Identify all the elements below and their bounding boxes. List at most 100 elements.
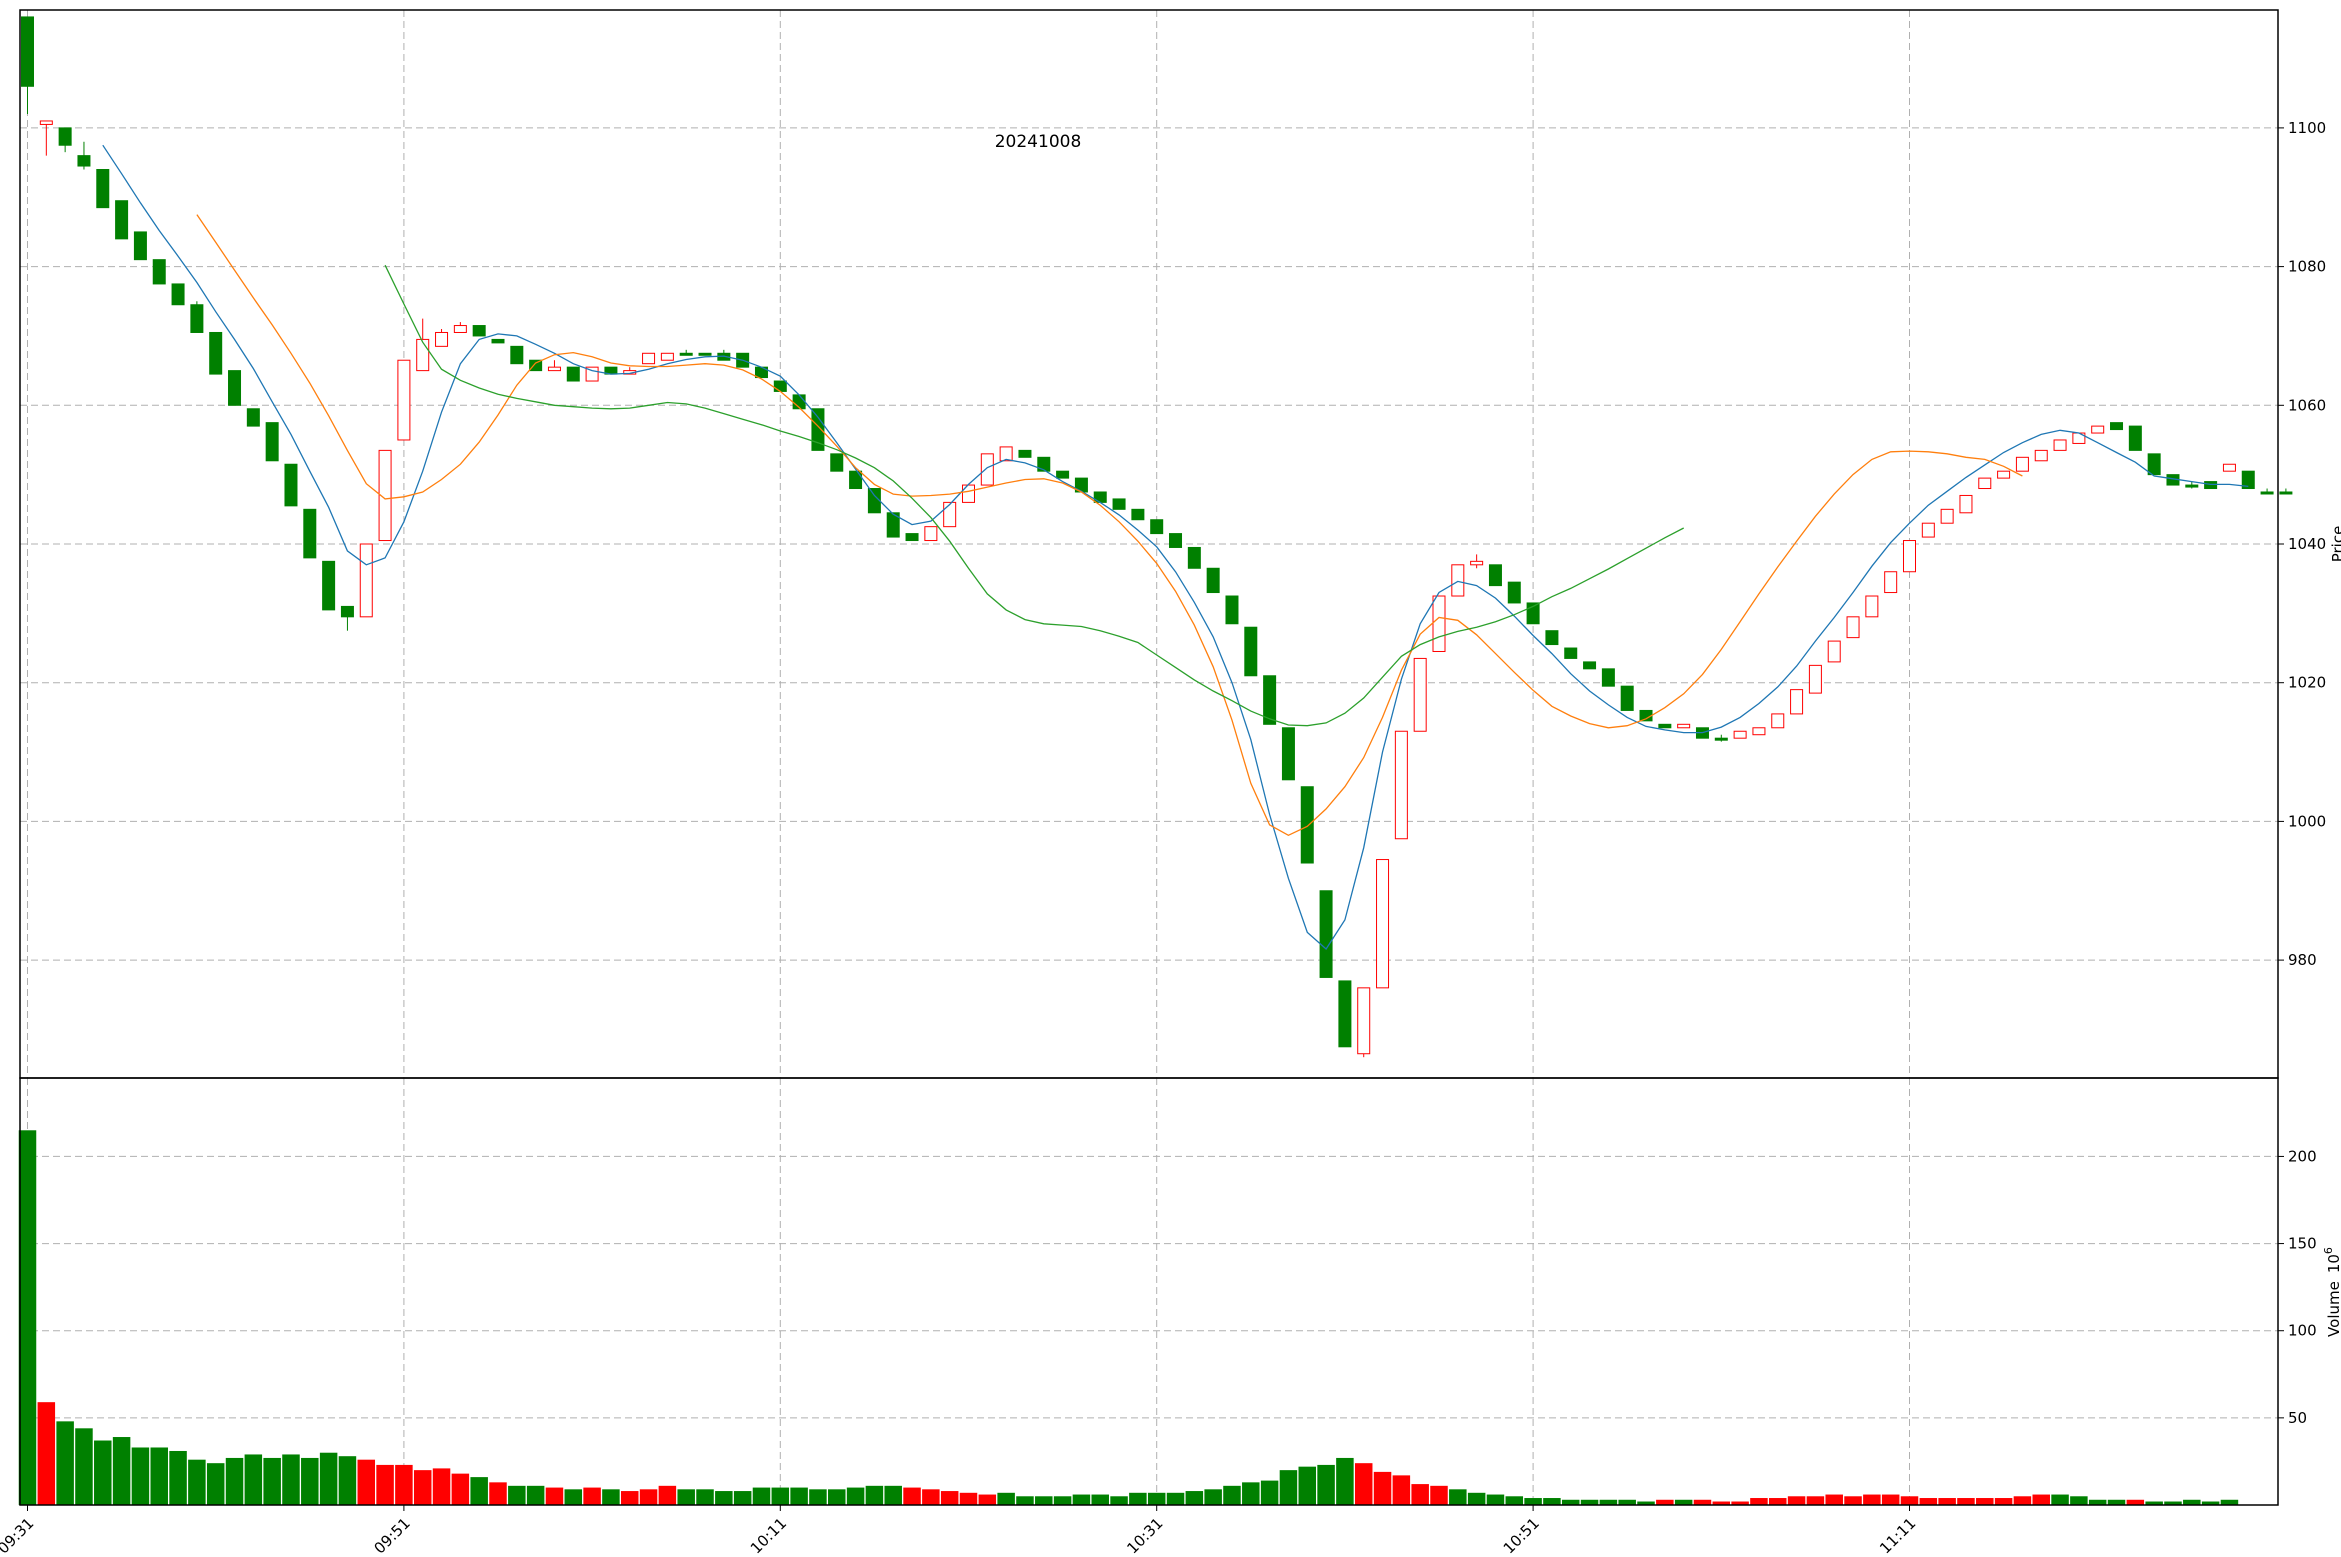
- candle: [1601, 668, 1615, 687]
- candle: [265, 422, 279, 462]
- time-tick-label: 09:31: [0, 1514, 37, 1557]
- candle: [962, 484, 975, 503]
- candle: [886, 512, 900, 538]
- candle: [698, 352, 712, 356]
- candle-body: [1903, 540, 1916, 573]
- moving-average-lines: [102, 144, 2249, 950]
- volume-bar: [1561, 1499, 1580, 1505]
- candle-body: [679, 352, 693, 356]
- volume-bar: [978, 1494, 997, 1505]
- candle-body: [1150, 519, 1164, 535]
- candle: [1507, 581, 1521, 604]
- volume-bar: [1110, 1496, 1128, 1505]
- volume-axis-label-name: Volume: [2325, 1281, 2341, 1337]
- candle: [1338, 980, 1352, 1048]
- volume-bar: [1298, 1466, 1317, 1505]
- candle: [1752, 727, 1766, 736]
- candle: [340, 605, 354, 631]
- volume-bar: [1411, 1484, 1429, 1505]
- volume-bar: [1129, 1492, 1147, 1505]
- candle-body: [1846, 616, 1860, 639]
- volume-bar: [150, 1447, 168, 1505]
- volume-bar: [508, 1485, 526, 1505]
- candle: [547, 360, 561, 372]
- time-tick-label: 10:51: [1500, 1514, 1543, 1557]
- candle-body: [1714, 737, 1728, 741]
- candle: [2128, 425, 2142, 451]
- volume-bar: [940, 1491, 959, 1505]
- candle: [1620, 685, 1634, 711]
- volume-bar: [583, 1487, 601, 1505]
- volume-bar: [865, 1485, 884, 1505]
- volume-bar: [1336, 1457, 1354, 1505]
- candle-body: [1771, 713, 1785, 729]
- volume-axis-label: Volume 106: [2322, 1247, 2341, 1337]
- price-axis-ticks: 980 1000 1020 1040 1060 1080 1100: [2278, 119, 2326, 969]
- candle-body: [1507, 581, 1521, 604]
- candle: [1244, 626, 1258, 677]
- volume-bar: [263, 1457, 281, 1505]
- candle: [246, 408, 260, 427]
- candle: [1300, 786, 1314, 864]
- volume-bar: [2220, 1499, 2239, 1505]
- candle-body: [547, 366, 561, 372]
- candle-body: [228, 370, 242, 406]
- volume-bar: [1317, 1464, 1335, 1505]
- candle-body: [96, 169, 110, 209]
- candle-body: [472, 325, 486, 337]
- volume-bar: [1486, 1494, 1505, 1505]
- candle-body: [21, 16, 34, 87]
- volume-bar: [545, 1487, 564, 1505]
- volume-bar: [2032, 1494, 2050, 1505]
- candle-body: [1093, 491, 1107, 503]
- volume-bar: [1035, 1496, 1053, 1505]
- candle-body: [1056, 470, 1070, 479]
- volume-bar: [451, 1473, 470, 1505]
- volume-bar: [846, 1487, 865, 1505]
- candle-body: [886, 512, 900, 538]
- volume-bar: [206, 1463, 225, 1505]
- candle: [660, 352, 674, 361]
- candle: [773, 380, 787, 392]
- candle-body: [830, 453, 844, 472]
- candle: [21, 16, 34, 115]
- volume-bar: [2088, 1499, 2107, 1505]
- candle: [510, 345, 524, 365]
- volume-bar: [169, 1450, 187, 1505]
- volume-bar: [1543, 1498, 1561, 1505]
- candle-body: [115, 200, 129, 240]
- candle: [1583, 661, 1597, 670]
- volume-tick-label: 150: [2288, 1235, 2317, 1253]
- candle-body: [924, 526, 938, 542]
- candle: [1131, 508, 1145, 521]
- candle-body: [209, 331, 223, 375]
- volume-bar: [282, 1454, 300, 1505]
- candle: [1790, 689, 1804, 715]
- candle-body: [1206, 567, 1220, 594]
- volume-bar: [470, 1477, 488, 1505]
- candle: [1884, 571, 1898, 594]
- candle: [849, 470, 863, 490]
- volume-bar: [2107, 1499, 2126, 1505]
- volume-bar: [301, 1457, 319, 1505]
- volume-bar: [526, 1485, 545, 1505]
- volume-bar: [112, 1437, 131, 1505]
- candle-body: [1037, 456, 1051, 472]
- volume-bar: [1994, 1498, 2013, 1505]
- candle-body: [660, 352, 674, 361]
- candle: [1056, 470, 1070, 479]
- volume-bar: [602, 1489, 620, 1505]
- candle-body: [566, 366, 580, 382]
- time-axis-ticks: 09:31 09:51 10:11 10:31 10:51 11:11: [0, 1505, 1919, 1557]
- candle: [1451, 564, 1465, 597]
- volume-axis-unit-base: 10: [2325, 1254, 2341, 1273]
- candle: [1997, 470, 2011, 479]
- candle: [416, 318, 430, 372]
- candle-body: [2147, 453, 2161, 476]
- candle-body: [322, 560, 336, 611]
- candle-body: [943, 501, 957, 528]
- volume-bar: [395, 1464, 413, 1505]
- price-axis-label: Price: [2329, 526, 2341, 563]
- candle-body: [2185, 484, 2199, 488]
